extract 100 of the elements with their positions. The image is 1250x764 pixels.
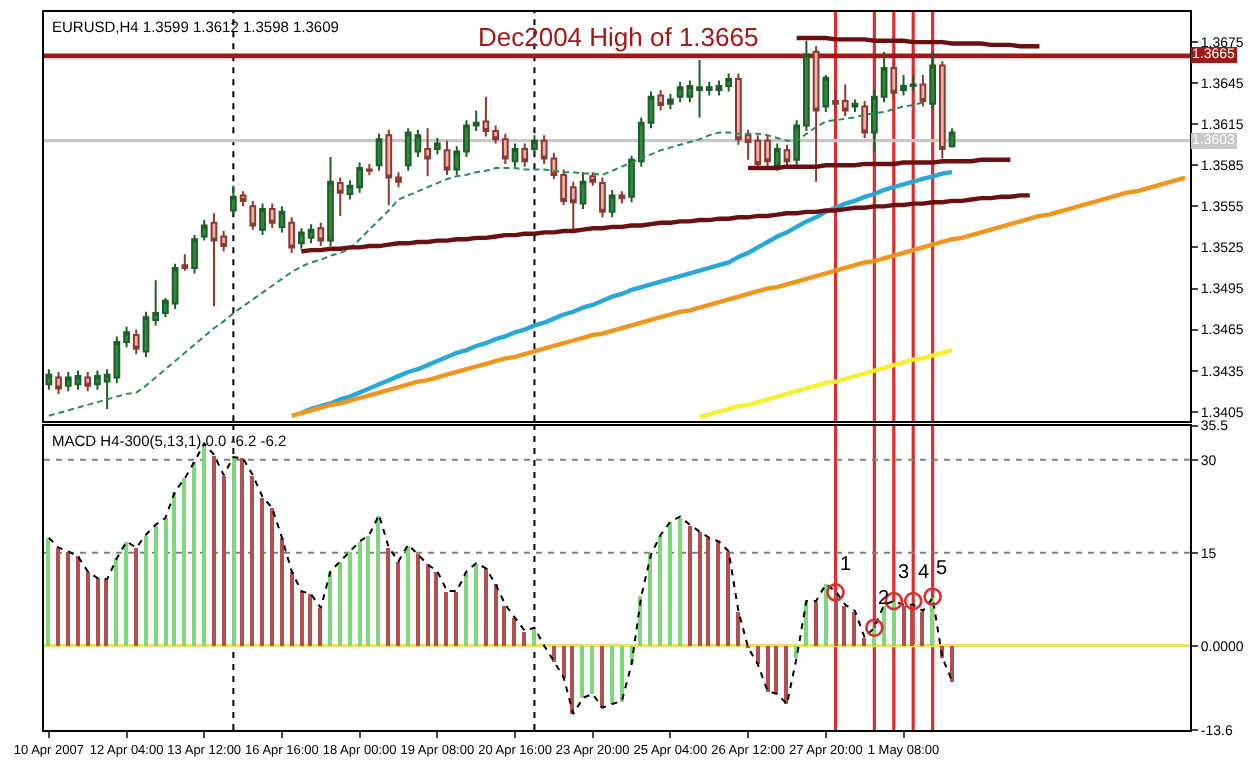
line-series [47, 101, 924, 417]
bar [648, 553, 652, 646]
bar [56, 547, 60, 646]
bar [756, 645, 760, 664]
point [826, 583, 845, 602]
bar [182, 477, 186, 646]
candlestick [667, 93, 674, 111]
bar [658, 535, 662, 646]
bar [114, 557, 118, 646]
candlestick [84, 370, 92, 393]
bar [502, 605, 506, 646]
bar [366, 535, 370, 646]
candlestick [278, 205, 286, 234]
bar [862, 637, 866, 646]
candlestick [433, 136, 441, 156]
annotation: 1 [840, 554, 852, 576]
candlestick [521, 142, 529, 168]
bar [426, 563, 430, 646]
bar [842, 605, 846, 646]
bar [232, 457, 236, 646]
bar [212, 455, 216, 646]
bar [416, 553, 420, 646]
line-series [289, 175, 1188, 418]
bar [250, 475, 254, 646]
bar [668, 521, 672, 646]
candlestick [327, 156, 334, 248]
bar [570, 645, 574, 714]
candlestick [191, 234, 198, 275]
candlestick [948, 127, 956, 149]
candlestick [861, 99, 869, 139]
line-series [299, 169, 955, 416]
bar [494, 583, 498, 646]
bar [104, 579, 108, 646]
point [923, 587, 942, 606]
candlestick [239, 190, 247, 208]
bar [920, 611, 924, 646]
bar [76, 555, 80, 646]
bar [814, 601, 818, 646]
bar [96, 577, 100, 646]
candlestick [365, 162, 373, 176]
candlestick [45, 368, 53, 391]
bar [620, 645, 624, 702]
candlestick [783, 143, 791, 168]
bar [386, 547, 390, 646]
candlestick [608, 188, 616, 219]
point [903, 591, 923, 611]
bar [678, 517, 682, 646]
candlestick [259, 202, 266, 237]
bar [270, 507, 274, 646]
candlestick [288, 216, 296, 254]
bar [698, 531, 702, 646]
bar [308, 593, 312, 646]
candlestick [268, 202, 276, 230]
bar [562, 645, 566, 678]
bar [348, 551, 352, 646]
bar [406, 545, 410, 646]
bar [852, 611, 856, 646]
candlestick [424, 127, 431, 178]
bar [522, 631, 526, 646]
candlestick [55, 370, 62, 395]
annotation: 3 [898, 562, 910, 584]
bar [154, 525, 158, 646]
bar [706, 537, 710, 646]
bar [280, 537, 284, 646]
bar [396, 561, 400, 646]
candlestick [812, 45, 820, 183]
candlestick [336, 176, 344, 217]
candlestick [822, 73, 830, 113]
bar [726, 551, 730, 646]
bar [716, 541, 720, 646]
ref-line-label: Dec2004 High of 1.3665 [478, 22, 759, 52]
bar [882, 605, 886, 646]
line-series [697, 347, 955, 420]
bar [66, 551, 70, 646]
bar [172, 491, 176, 646]
line-series [299, 193, 1032, 254]
bar [240, 457, 244, 646]
candlestick [132, 328, 140, 356]
annotation: 4 [918, 562, 930, 584]
bar [590, 645, 594, 694]
bar [766, 645, 770, 692]
candlestick [317, 221, 325, 248]
bar [464, 571, 468, 646]
bar [222, 475, 226, 646]
candlestick [375, 132, 383, 172]
bar [804, 601, 808, 646]
candlestick [200, 219, 208, 242]
bar [124, 541, 128, 646]
bar [454, 591, 458, 646]
bar [358, 541, 362, 646]
bar [144, 535, 148, 646]
bar [338, 561, 342, 646]
candlestick [618, 190, 626, 205]
bar [552, 645, 556, 662]
bar [192, 461, 196, 646]
candlestick [919, 73, 927, 108]
bar [444, 591, 448, 646]
bar [824, 583, 828, 646]
candlestick [851, 98, 859, 113]
point [865, 618, 884, 637]
